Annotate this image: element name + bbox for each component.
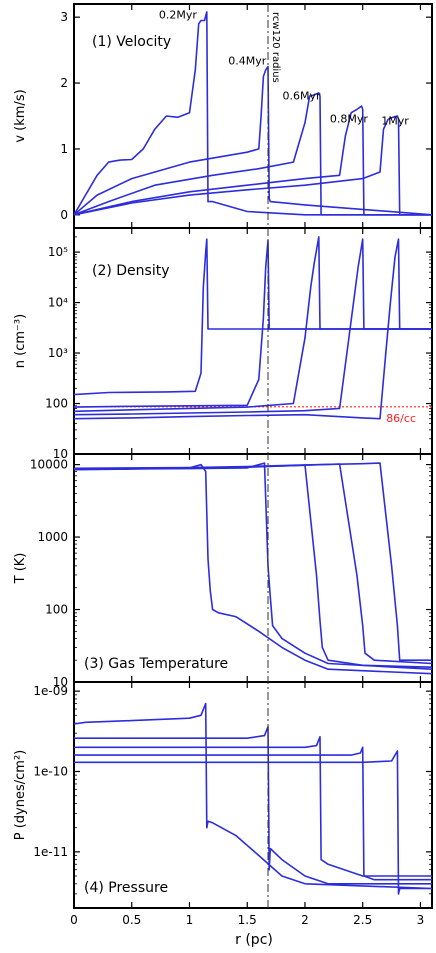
series-line-1 (73, 702, 433, 890)
x-tick-label: 2.5 (353, 913, 372, 927)
time-label: 0.4Myr (228, 55, 266, 68)
series-line-5 (74, 750, 432, 895)
y-axis-label: n (cm⁻³) (13, 314, 28, 368)
x-tick-label: 0 (70, 913, 78, 927)
series-line-1 (73, 238, 432, 396)
series-line-4 (73, 238, 432, 416)
x-tick-label: 0.5 (122, 913, 141, 927)
panel-frame (73, 453, 433, 683)
series-line-4 (73, 105, 432, 216)
panel-1: 0 1 2 3 v (km/s) (1) Velocity 0.2Myr 0.4Myr 0.6M… (13, 3, 433, 229)
y-axis-label: v (km/s) (13, 89, 28, 142)
x-tick-label: 3 (417, 913, 425, 927)
series-line-5 (73, 462, 432, 661)
time-label: 1Myr (381, 115, 409, 128)
x-axis-label: r (pc) (235, 932, 273, 948)
y-tick-label: 100 (45, 397, 68, 411)
series-line-1 (73, 463, 433, 675)
y-tick-label: 10 (53, 675, 68, 689)
y-tick-label: 100 (45, 603, 68, 617)
series-line-2 (73, 239, 432, 408)
y-tick-label: 1 (60, 142, 68, 156)
y-axis-label: T (K) (13, 553, 28, 585)
panel-title: (4) Pressure (84, 880, 168, 896)
y-tick-label: 1e-11 (33, 845, 68, 859)
y-tick-label: 2 (60, 76, 68, 90)
panel-frame (73, 681, 433, 909)
panel-3: 10 100 1000 10000 T (K) (3) Gas Temperature (13, 453, 433, 689)
reference-label: 86/cc (386, 412, 416, 425)
panel-2: 10 100 10³ 10⁴ 10⁵ n (cm⁻³) (2) Density 86/cc (13, 227, 433, 461)
series-line-2 (73, 65, 433, 216)
series-line-3 (73, 464, 433, 668)
rcw120-radius-label: rcw120 radius (270, 12, 281, 83)
time-label: 0.6Myr (282, 90, 320, 103)
panel-title: (1) Velocity (92, 34, 171, 50)
y-tick-label: 10⁴ (48, 296, 68, 310)
series-line-4 (73, 463, 433, 665)
y-tick-label: 1e-09 (33, 684, 68, 698)
series-line-3 (74, 736, 432, 877)
x-tick-label: 1.5 (238, 913, 257, 927)
x-tick-label: 1 (186, 913, 194, 927)
series-line-1 (73, 11, 432, 216)
chart-panels: 0 1 2 3 v (km/s) (1) Velocity 0.2Myr 0.4Myr 0.6M… (13, 3, 433, 927)
y-axis-label: P (dynes/cm²) (13, 750, 28, 840)
series-line-5 (73, 115, 432, 216)
time-label: 0.8Myr (330, 113, 368, 126)
panel-frame (73, 227, 433, 455)
series-line-2 (73, 462, 433, 670)
x-tick-label: 2 (301, 913, 309, 927)
y-tick-label: 0 (60, 208, 68, 222)
panel-title: (2) Density (92, 263, 170, 279)
y-tick-label: 1000 (37, 530, 68, 544)
series-line-4 (74, 746, 432, 881)
panel-title: (3) Gas Temperature (84, 656, 228, 672)
series-line-3 (73, 236, 432, 413)
time-label: 0.2Myr (159, 8, 197, 21)
y-tick-label: 10000 (30, 458, 68, 472)
y-tick-label: 10³ (48, 346, 68, 360)
y-tick-label: 10⁵ (48, 245, 68, 259)
y-tick-label: 10 (53, 447, 68, 461)
series-line-3 (73, 92, 432, 216)
y-tick-label: 1e-10 (33, 764, 68, 778)
series-line-2 (74, 726, 432, 885)
series-line-5 (73, 238, 432, 420)
panel-4: 1e-11 1e-10 1e-09 P (dynes/cm²) (4) Pressure (13, 681, 433, 909)
y-tick-label: 3 (60, 10, 68, 24)
